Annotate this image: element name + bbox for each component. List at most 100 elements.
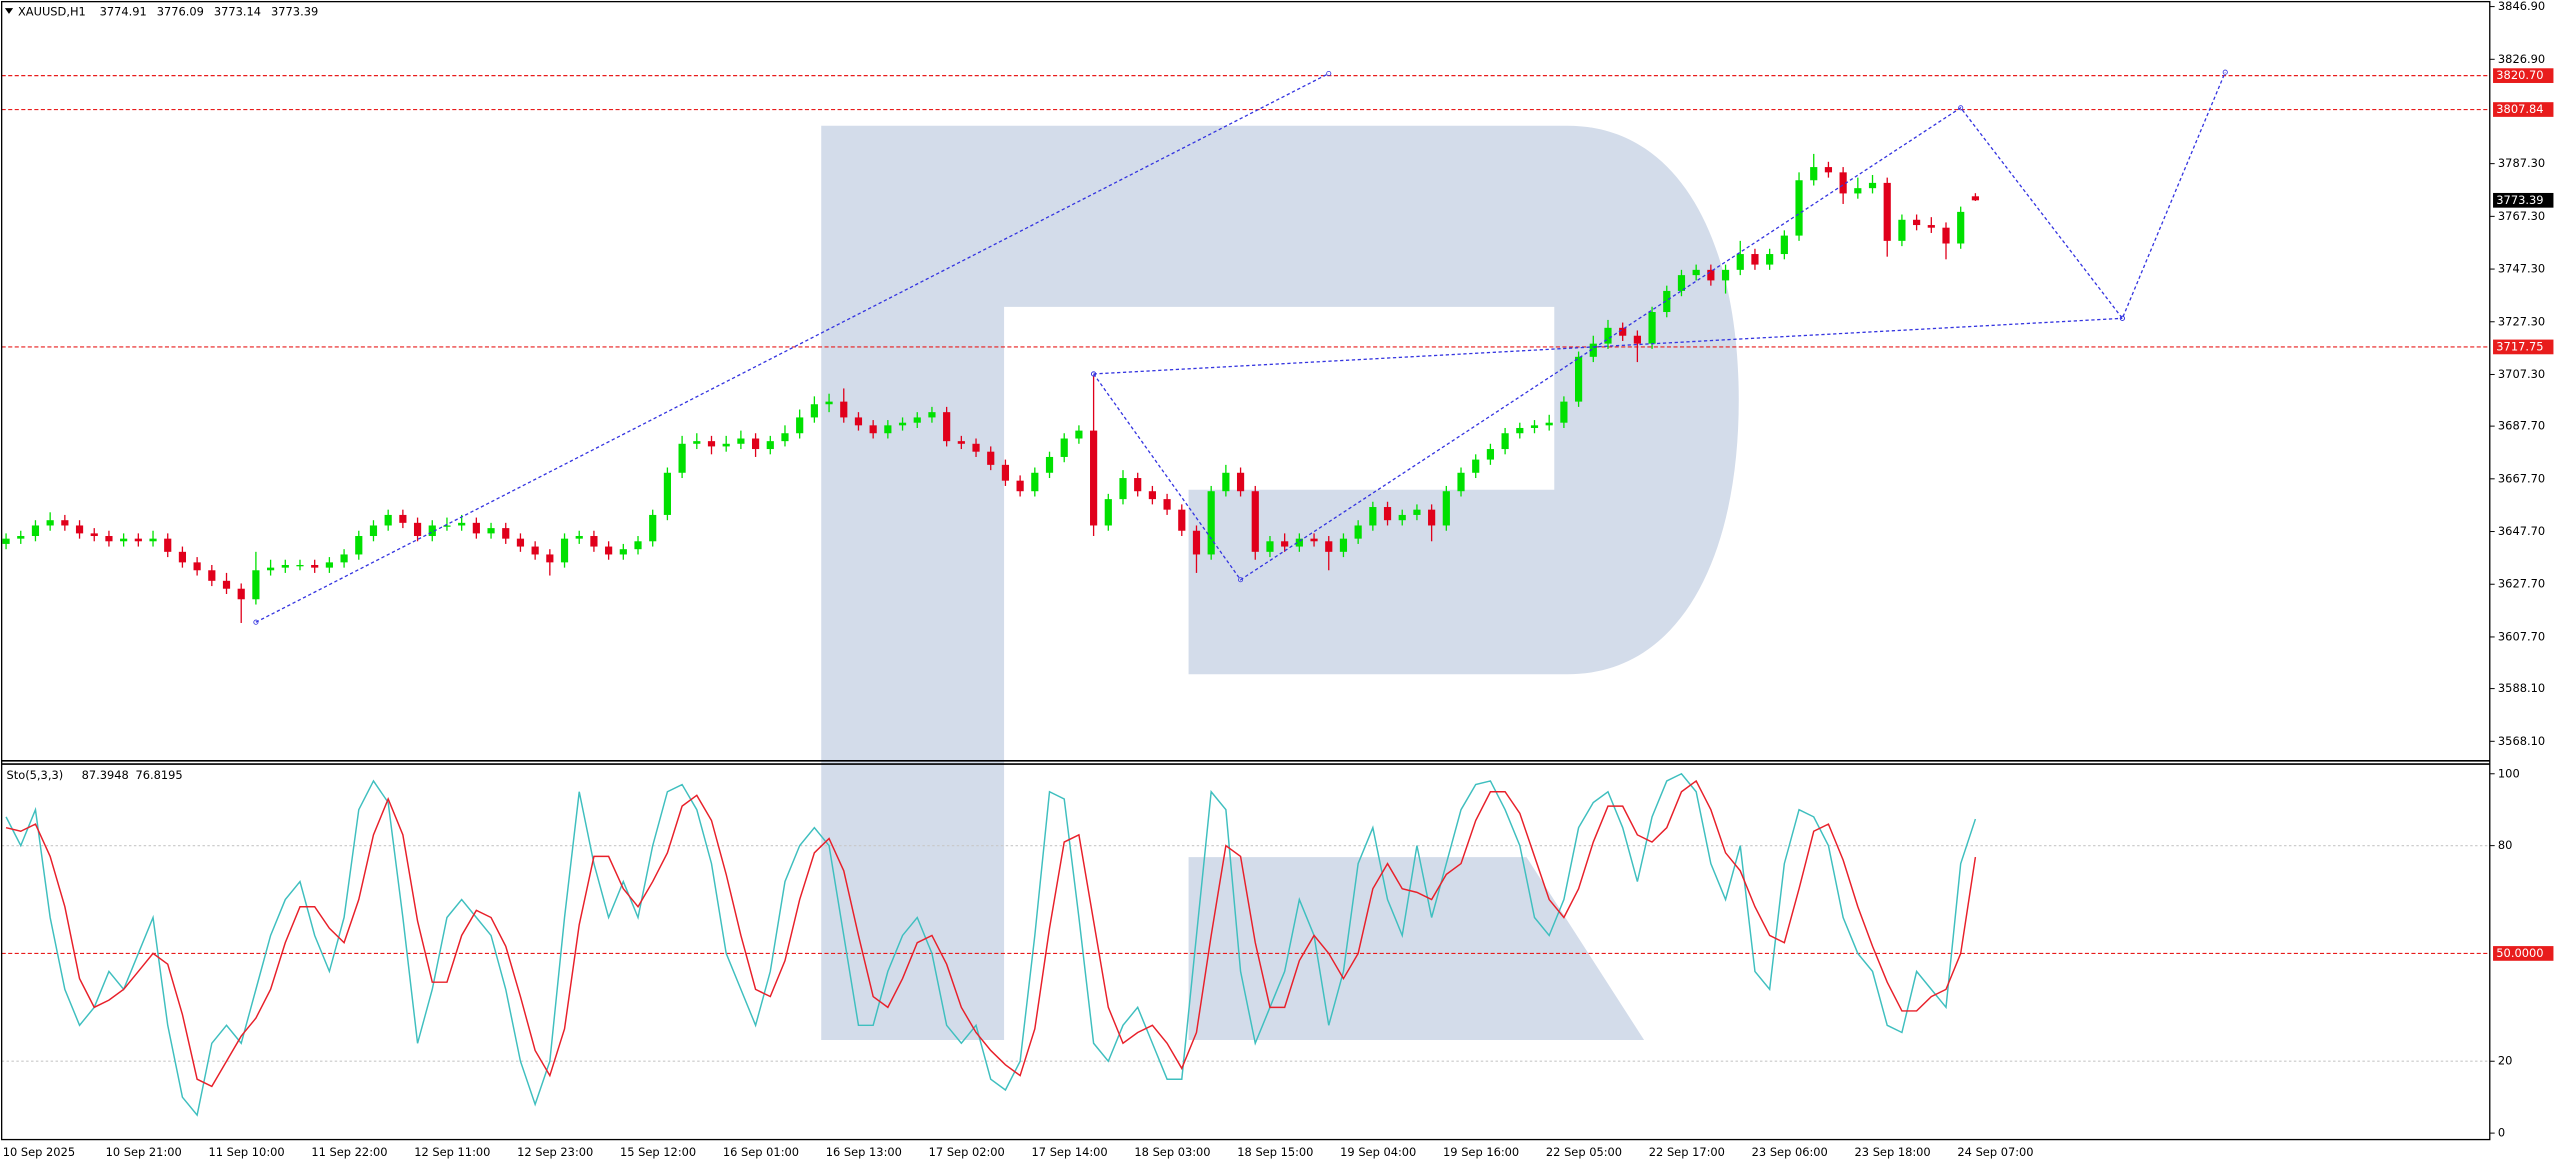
candle-body bbox=[90, 533, 98, 537]
candle-body bbox=[61, 520, 69, 526]
candle-body bbox=[810, 404, 818, 418]
candle-body bbox=[1589, 343, 1597, 357]
candle-body bbox=[267, 567, 275, 571]
x-tick-label: 22 Sep 17:00 bbox=[1649, 1145, 1725, 1159]
candle-body bbox=[75, 525, 84, 534]
candle-body bbox=[1648, 312, 1656, 344]
header-low: 3773.14 bbox=[214, 5, 261, 19]
forecast-line bbox=[255, 72, 1330, 623]
candle-body bbox=[1178, 509, 1186, 531]
candle-body bbox=[1104, 499, 1112, 526]
x-tick-label: 18 Sep 03:00 bbox=[1134, 1145, 1210, 1159]
candle-body bbox=[2, 538, 10, 544]
candle-body bbox=[193, 562, 201, 571]
candle-body bbox=[1472, 459, 1480, 473]
candle-body bbox=[31, 525, 40, 537]
x-tick-label: 16 Sep 13:00 bbox=[826, 1145, 902, 1159]
candle-body bbox=[619, 549, 627, 555]
forecast-point bbox=[1958, 105, 1964, 111]
candle-body bbox=[222, 580, 231, 589]
candle-body bbox=[1119, 478, 1127, 500]
candle-body bbox=[531, 546, 539, 555]
candle-body bbox=[1795, 180, 1803, 236]
level-label: 3717.75 bbox=[2496, 339, 2543, 353]
x-tick-label: 10 Sep 21:00 bbox=[106, 1145, 182, 1159]
candle-body bbox=[1868, 182, 1877, 189]
forecast-point bbox=[1091, 371, 1097, 377]
candle-body bbox=[1530, 425, 1539, 428]
candle-body bbox=[237, 588, 245, 600]
menu-arrow[interactable] bbox=[4, 8, 14, 14]
candle-body bbox=[340, 554, 348, 563]
candle-body bbox=[722, 443, 730, 447]
indicator-signal-value: 76.8195 bbox=[136, 768, 183, 782]
y-tick-label: 3826.90 bbox=[2498, 52, 2545, 66]
candle-body bbox=[1310, 538, 1318, 542]
x-tick-label: 22 Sep 05:00 bbox=[1546, 1145, 1622, 1159]
candle-body bbox=[1736, 254, 1744, 270]
candle-body bbox=[1663, 290, 1671, 313]
candle-body bbox=[737, 438, 745, 444]
candle-body bbox=[678, 443, 686, 473]
candle-body bbox=[105, 536, 113, 542]
candle-body bbox=[1677, 275, 1686, 291]
plot-area bbox=[1, 69, 2490, 1117]
x-tick-label: 15 Sep 12:00 bbox=[620, 1145, 696, 1159]
candle-body bbox=[120, 538, 128, 542]
x-tick-label: 18 Sep 15:00 bbox=[1237, 1145, 1313, 1159]
level-label-box bbox=[2493, 339, 2554, 355]
candle-body bbox=[987, 451, 995, 465]
candle-body bbox=[1354, 525, 1362, 539]
candle-body bbox=[17, 536, 25, 539]
candle-body bbox=[1383, 507, 1392, 521]
y-tick-label: 3707.30 bbox=[2498, 367, 2545, 381]
candle-body bbox=[296, 565, 304, 567]
candle-body bbox=[575, 536, 583, 539]
forecast-point bbox=[253, 619, 259, 625]
candle-body bbox=[1707, 269, 1715, 281]
candle-body bbox=[707, 441, 716, 447]
candle-body bbox=[502, 528, 510, 539]
y-tick-label: 80 bbox=[2498, 838, 2513, 852]
candle-body bbox=[1428, 509, 1436, 526]
candle-body bbox=[208, 570, 216, 581]
y-tick-label: 100 bbox=[2498, 766, 2520, 780]
candle-body bbox=[1163, 499, 1171, 510]
x-tick-label: 10 Sep 2025 bbox=[3, 1145, 75, 1159]
candle-body bbox=[252, 570, 260, 600]
candle-body bbox=[854, 417, 863, 426]
candle-body bbox=[1766, 254, 1774, 265]
candle-body bbox=[325, 562, 333, 568]
indicator-main-value: 87.3948 bbox=[82, 768, 129, 782]
candle-body bbox=[560, 538, 569, 563]
x-tick-label: 17 Sep 02:00 bbox=[929, 1145, 1005, 1159]
x-tick-label: 11 Sep 10:00 bbox=[209, 1145, 285, 1159]
candle-body bbox=[1442, 491, 1450, 526]
candle-body bbox=[1281, 541, 1289, 547]
candle-body bbox=[1457, 472, 1465, 492]
candle-body bbox=[1134, 478, 1142, 492]
candle-body bbox=[399, 514, 407, 523]
candle-body bbox=[796, 417, 804, 434]
y-tick-label: 3727.30 bbox=[2498, 314, 2545, 328]
header-high: 3776.09 bbox=[157, 5, 204, 19]
candle-body bbox=[825, 401, 833, 405]
y-tick-label: 3568.10 bbox=[2498, 734, 2545, 748]
y-tick-label: 3747.30 bbox=[2498, 262, 2545, 276]
candle-body bbox=[1486, 449, 1495, 460]
candle-body bbox=[972, 443, 980, 452]
y-tick-label: 3846.90 bbox=[2498, 0, 2545, 13]
candle-body bbox=[766, 441, 774, 450]
forecast-point bbox=[1238, 577, 1244, 583]
candle-body bbox=[1031, 472, 1039, 492]
candle-body bbox=[1295, 538, 1303, 547]
x-tick-label: 16 Sep 01:00 bbox=[723, 1145, 799, 1159]
candle-body bbox=[1501, 433, 1509, 450]
candle-body bbox=[1369, 507, 1377, 526]
forecast-point bbox=[2119, 315, 2125, 321]
y-tick-label: 3627.70 bbox=[2498, 577, 2545, 591]
candle-body bbox=[840, 401, 848, 418]
candle-body bbox=[458, 522, 466, 526]
candle-body bbox=[428, 525, 436, 537]
